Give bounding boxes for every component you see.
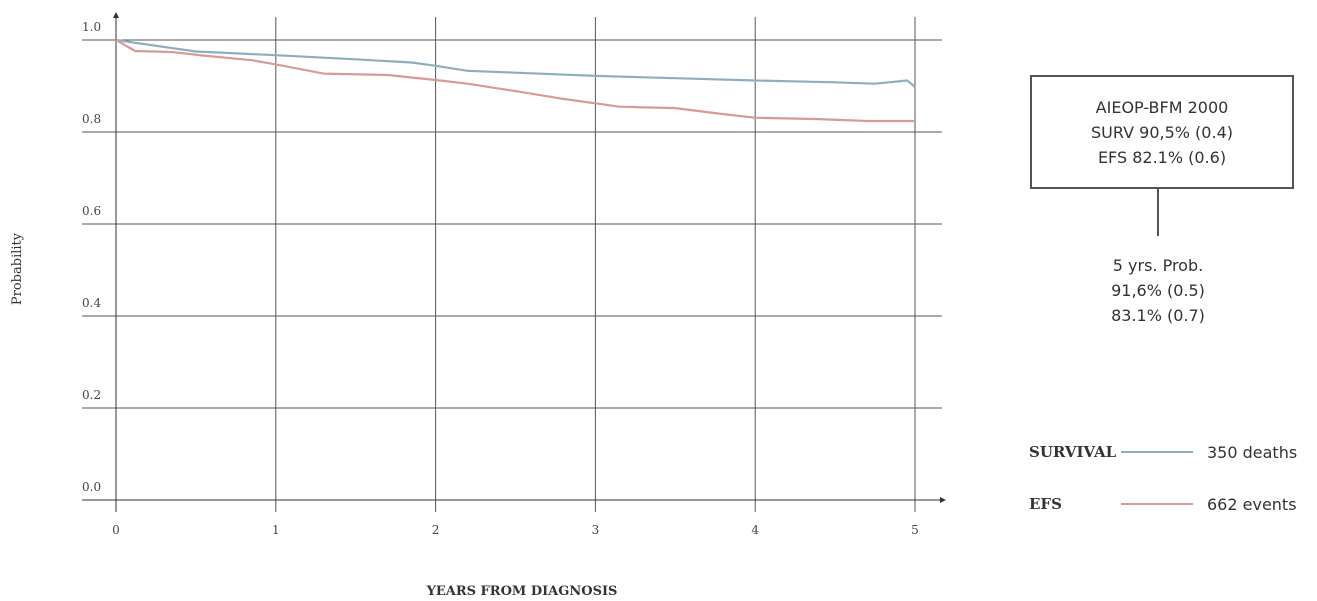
five-year-probability: 5 yrs. Prob. 91,6% (0.5) 83.1% (0.7): [1058, 253, 1258, 328]
x-axis-arrow: [940, 497, 946, 503]
x-tick-label-0: 0: [112, 523, 120, 537]
legend-count-efs: 662 events: [1207, 494, 1297, 514]
legend-label-efs: EFS: [1029, 495, 1062, 513]
prob-efs: 83.1% (0.7): [1111, 306, 1205, 325]
summary-box: AIEOP-BFM 2000 SURV 90,5% (0.4) EFS 82.1…: [1030, 75, 1294, 189]
y-tick-label-4: 0.8: [82, 112, 101, 126]
tick-labels: 0.0 0.2 0.4 0.6 0.8 1.0 0 1 2 3 4 5: [82, 20, 919, 537]
y-tick-label-3: 0.6: [82, 204, 101, 218]
y-tick-label-2: 0.4: [82, 296, 101, 310]
y-axis-arrow: [113, 12, 119, 18]
y-tick-label-1: 0.2: [82, 388, 101, 402]
summary-efs: EFS 82.1% (0.6): [1097, 147, 1227, 167]
x-tick-label-5: 5: [911, 523, 919, 537]
y-axis-title: Probability: [10, 232, 25, 305]
connector-line: [1157, 189, 1159, 236]
y-tick-label-5: 1.0: [82, 20, 101, 34]
x-tick-label-4: 4: [751, 523, 759, 537]
grid: [82, 17, 942, 512]
prob-surv: 91,6% (0.5): [1111, 281, 1205, 300]
y-tick-label-0: 0.0: [82, 480, 101, 494]
x-axis-title: YEARS FROM DIAGNOSIS: [426, 584, 618, 599]
series-line-survival: [115, 38, 916, 88]
legend-swatch-survival: [1121, 451, 1193, 453]
legend-item-survival: SURVIVAL 350 deaths: [1029, 442, 1297, 462]
summary-study-name: AIEOP-BFM 2000: [1095, 97, 1229, 117]
series-lines: [115, 38, 916, 123]
axes: [82, 12, 946, 512]
legend-count-survival: 350 deaths: [1207, 442, 1298, 462]
legend-swatch-efs: [1121, 503, 1193, 505]
legend-label-survival: SURVIVAL: [1029, 443, 1117, 461]
x-tick-label-3: 3: [592, 523, 600, 537]
prob-title: 5 yrs. Prob.: [1112, 256, 1204, 275]
summary-surv: SURV 90,5% (0.4): [1091, 122, 1233, 142]
series-line-efs: [115, 39, 915, 123]
legend-item-efs: EFS 662 events: [1029, 494, 1297, 514]
x-tick-label-2: 2: [432, 523, 440, 537]
x-tick-label-1: 1: [272, 523, 280, 537]
